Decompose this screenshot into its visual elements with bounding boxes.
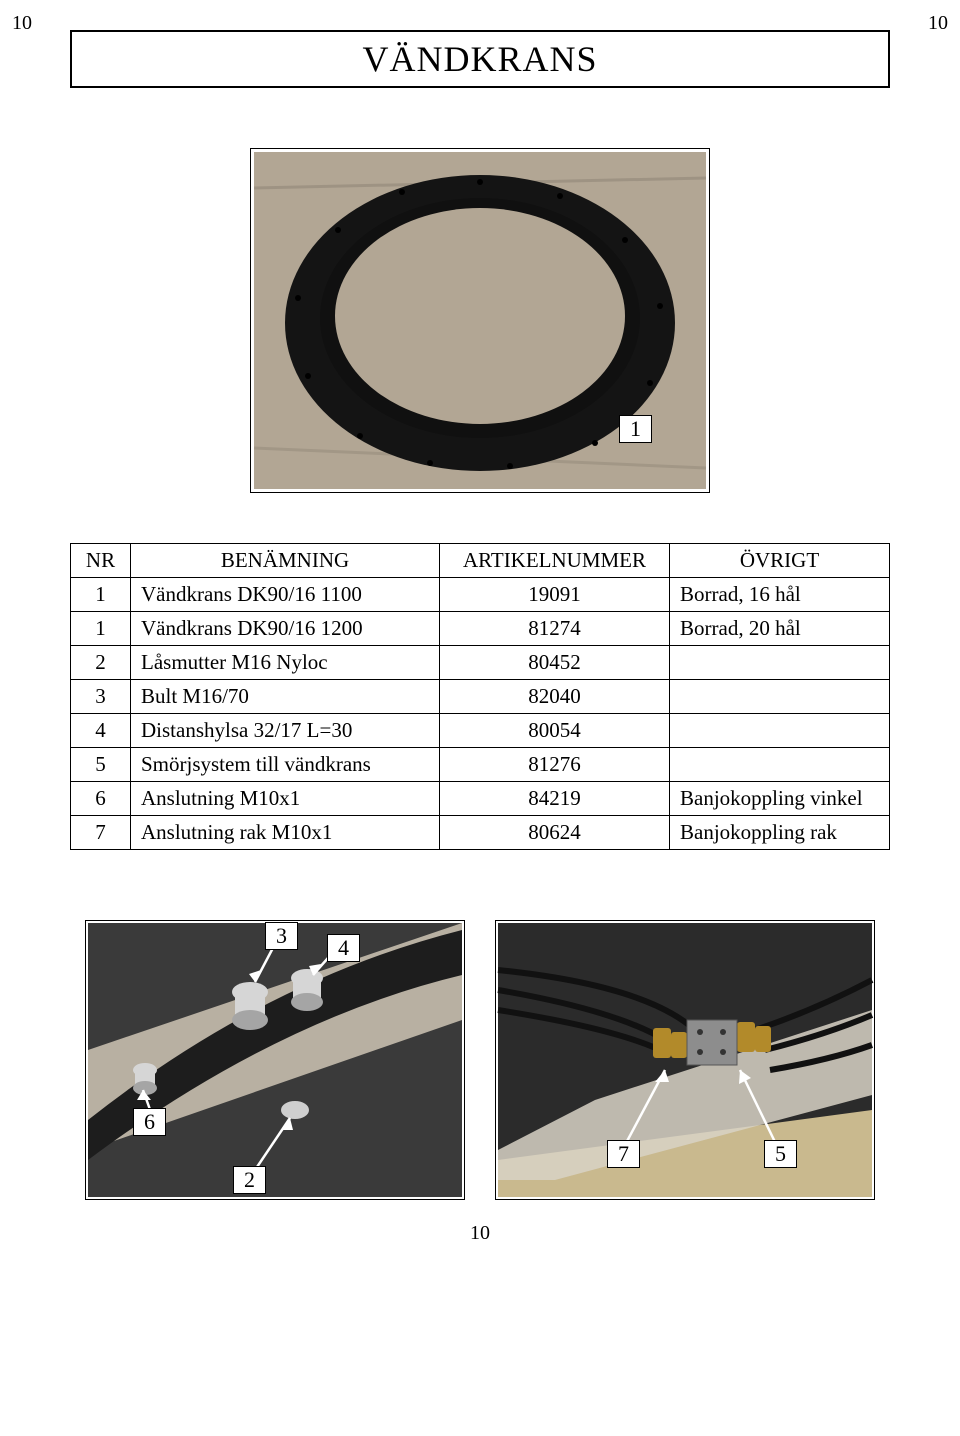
cell-nr: 7 xyxy=(71,816,131,850)
th-nr: NR xyxy=(71,544,131,578)
callout-4: 4 xyxy=(327,934,360,962)
cell-name: Anslutning rak M10x1 xyxy=(131,816,440,850)
page-number-top-right: 10 xyxy=(928,12,948,35)
cell-note: Banjokoppling vinkel xyxy=(670,782,890,816)
th-name: BENÄMNING xyxy=(131,544,440,578)
cell-name: Vändkrans DK90/16 1100 xyxy=(131,578,440,612)
table-row: 2Låsmutter M16 Nyloc80452 xyxy=(71,646,890,680)
cell-note: Borrad, 20 hål xyxy=(670,612,890,646)
cell-name: Låsmutter M16 Nyloc xyxy=(131,646,440,680)
cell-art: 80624 xyxy=(440,816,670,850)
cell-nr: 4 xyxy=(71,714,131,748)
table-row: 6Anslutning M10x184219Banjokoppling vink… xyxy=(71,782,890,816)
parts-table: NR BENÄMNING ARTIKELNUMMER ÖVRIGT 1Vändk… xyxy=(70,543,890,850)
th-art: ARTIKELNUMMER xyxy=(440,544,670,578)
cell-art: 19091 xyxy=(440,578,670,612)
callout-1: 1 xyxy=(619,415,652,443)
cell-art: 81274 xyxy=(440,612,670,646)
cell-name: Anslutning M10x1 xyxy=(131,782,440,816)
callout-7: 7 xyxy=(607,1140,640,1168)
cell-note xyxy=(670,680,890,714)
callout-3: 3 xyxy=(265,922,298,950)
cell-nr: 3 xyxy=(71,680,131,714)
cell-nr: 1 xyxy=(71,578,131,612)
figure-right-svg xyxy=(495,920,875,1200)
table-header-row: NR BENÄMNING ARTIKELNUMMER ÖVRIGT xyxy=(71,544,890,578)
page-number-top-left: 10 xyxy=(12,12,32,35)
cell-nr: 6 xyxy=(71,782,131,816)
cell-name: Vändkrans DK90/16 1200 xyxy=(131,612,440,646)
figure-left: 3 4 6 2 xyxy=(85,920,465,1200)
page-number-bottom: 10 xyxy=(70,1222,890,1245)
table-row: 7Anslutning rak M10x180624Banjokoppling … xyxy=(71,816,890,850)
cell-art: 82040 xyxy=(440,680,670,714)
page-title: VÄNDKRANS xyxy=(70,30,890,88)
table-row: 3Bult M16/7082040 xyxy=(71,680,890,714)
cell-note xyxy=(670,646,890,680)
cell-note xyxy=(670,714,890,748)
table-row: 1Vändkrans DK90/16 110019091Borrad, 16 h… xyxy=(71,578,890,612)
cell-art: 80452 xyxy=(440,646,670,680)
cell-nr: 5 xyxy=(71,748,131,782)
cell-art: 81276 xyxy=(440,748,670,782)
cell-note xyxy=(670,748,890,782)
table-row: 1Vändkrans DK90/16 120081274Borrad, 20 h… xyxy=(71,612,890,646)
cell-name: Distanshylsa 32/17 L=30 xyxy=(131,714,440,748)
cell-name: Bult M16/70 xyxy=(131,680,440,714)
cell-note: Banjokoppling rak xyxy=(670,816,890,850)
cell-name: Smörjsystem till vändkrans xyxy=(131,748,440,782)
cell-nr: 2 xyxy=(71,646,131,680)
cell-nr: 1 xyxy=(71,612,131,646)
cell-art: 84219 xyxy=(440,782,670,816)
cell-note: Borrad, 16 hål xyxy=(670,578,890,612)
callout-6: 6 xyxy=(133,1108,166,1136)
callout-2: 2 xyxy=(233,1166,266,1194)
figure-main: 1 xyxy=(250,148,710,493)
table-row: 4Distanshylsa 32/17 L=3080054 xyxy=(71,714,890,748)
figure-left-svg xyxy=(85,920,465,1200)
th-note: ÖVRIGT xyxy=(670,544,890,578)
cell-art: 80054 xyxy=(440,714,670,748)
table-row: 5Smörjsystem till vändkrans81276 xyxy=(71,748,890,782)
callout-5: 5 xyxy=(764,1140,797,1168)
figure-right: 7 5 xyxy=(495,920,875,1200)
